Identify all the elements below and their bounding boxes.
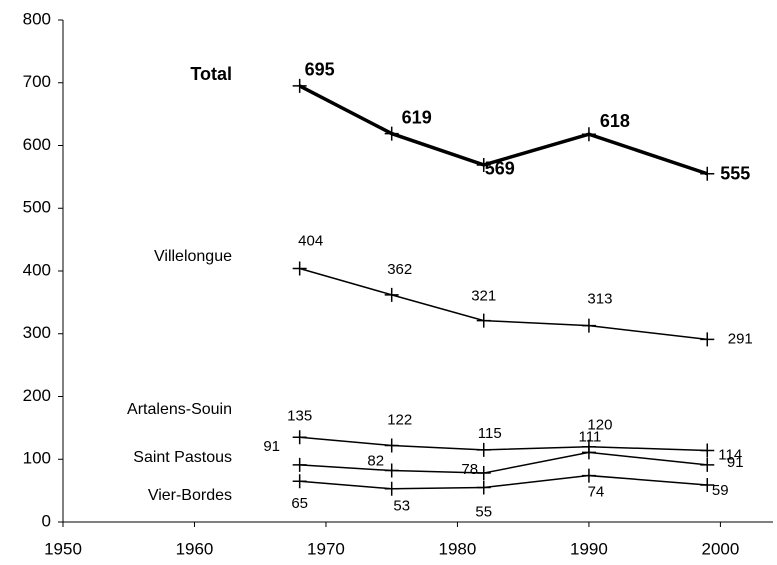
data-label: 53: [393, 498, 410, 515]
data-label: 59: [712, 482, 729, 499]
data-label: 91: [727, 454, 744, 471]
data-label: 65: [291, 495, 308, 512]
series-line: [299, 451, 708, 474]
data-label: 114: [718, 446, 742, 463]
data-label: 91: [263, 438, 280, 455]
data-label: 78: [461, 461, 478, 478]
marker: [292, 430, 307, 445]
marker: [700, 332, 715, 347]
marker: [476, 157, 491, 172]
marker: [384, 438, 399, 453]
marker: [700, 166, 715, 181]
series-line: [299, 436, 708, 452]
y-tick-label: 800: [23, 9, 51, 28]
data-label: 321: [471, 288, 496, 305]
series-label: Total: [190, 64, 232, 84]
x-tick-label: 1950: [44, 539, 82, 558]
data-label: 111: [579, 428, 602, 445]
data-label: 618: [600, 111, 630, 131]
marker: [476, 466, 491, 481]
data-label: 55: [475, 503, 492, 520]
marker: [581, 127, 596, 142]
data-label: 619: [402, 107, 432, 127]
marker: [476, 480, 491, 495]
marker: [700, 457, 715, 472]
series-line: [299, 474, 708, 490]
data-label: 404: [298, 232, 323, 249]
data-label: 122: [387, 411, 412, 428]
series-label: Saint Pastous: [133, 449, 232, 466]
marker: [384, 287, 399, 302]
series-label: Artalens-Souin: [127, 401, 232, 418]
marker: [581, 468, 596, 483]
y-tick-label: 200: [23, 386, 51, 405]
x-tick-label: 1960: [176, 539, 214, 558]
series-label: Vier-Bordes: [148, 487, 232, 504]
marker: [384, 463, 399, 478]
data-label: 74: [588, 484, 605, 501]
data-label: 569: [485, 159, 515, 179]
y-tick-label: 300: [23, 323, 51, 342]
y-tick-label: 400: [23, 260, 51, 279]
y-tick-label: 600: [23, 135, 51, 154]
x-tick-label: 1980: [439, 539, 477, 558]
x-tick-label: 1970: [307, 539, 345, 558]
y-tick-label: 100: [23, 449, 51, 468]
x-tick-label: 2000: [701, 539, 739, 558]
marker: [292, 474, 307, 489]
y-tick-label: 700: [23, 72, 51, 91]
marker: [384, 126, 399, 141]
data-label: 695: [305, 60, 335, 80]
marker: [384, 481, 399, 496]
series-label: Villelongue: [154, 248, 232, 265]
y-tick-label: 500: [23, 198, 51, 217]
data-label: 291: [728, 330, 753, 347]
marker: [581, 445, 596, 460]
data-label: 313: [587, 291, 612, 308]
data-label: 115: [478, 425, 502, 442]
x-tick-label: 1990: [570, 539, 608, 558]
marker: [292, 261, 307, 276]
y-tick-label: 0: [42, 511, 51, 530]
series-line: [299, 267, 708, 341]
data-label: 82: [367, 453, 384, 470]
data-label: 555: [720, 163, 750, 183]
marker: [476, 313, 491, 328]
marker: [700, 443, 715, 458]
data-label: 135: [287, 407, 312, 424]
marker: [581, 318, 596, 333]
data-label: 362: [387, 261, 412, 278]
marker: [476, 442, 491, 457]
marker: [292, 78, 307, 93]
marker: [292, 457, 307, 472]
data-label: 120: [587, 417, 612, 434]
marker: [700, 477, 715, 492]
